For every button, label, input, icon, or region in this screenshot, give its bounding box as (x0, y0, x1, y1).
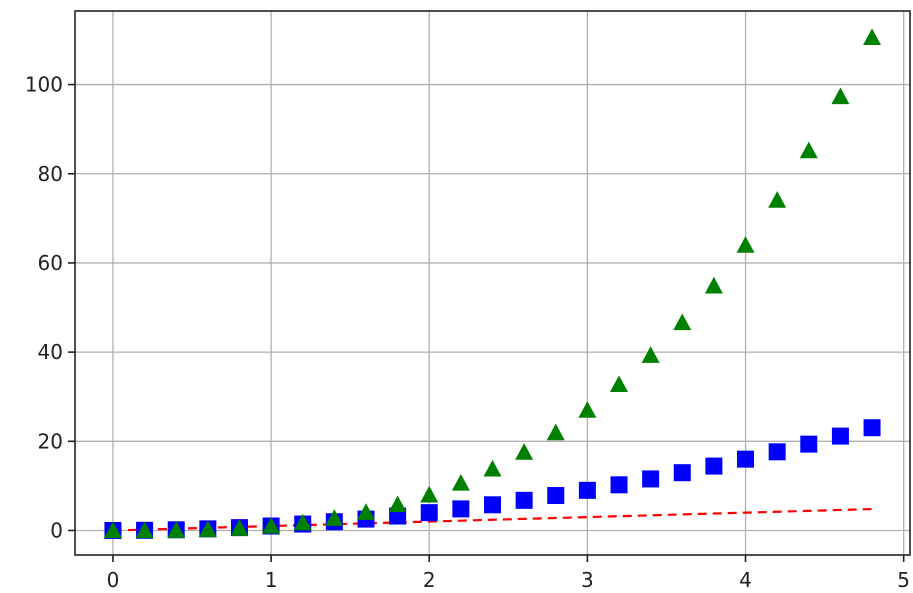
blue-square-point (642, 470, 660, 488)
y-axis: 0 20 40 60 80 100 (25, 73, 75, 542)
blue-square-point (831, 427, 849, 445)
green-triangle-point (515, 443, 534, 460)
blue-square-point (800, 435, 818, 453)
plot-frame (74, 10, 911, 556)
green-triangle-point (578, 401, 597, 418)
series-green-triangles (103, 28, 882, 539)
green-triangle-point (768, 191, 787, 208)
x-tick-label: 2 (423, 568, 436, 592)
blue-square-point (578, 481, 596, 499)
green-triangle-point (610, 375, 629, 393)
green-triangle-point (103, 521, 122, 539)
green-triangle-point (704, 276, 723, 294)
green-triangle-point (325, 509, 344, 526)
green-triangle-point (198, 520, 217, 538)
green-triangle-point (167, 521, 186, 538)
blue-square-point (737, 450, 755, 468)
series-blue-squares (104, 419, 881, 539)
y-tick-label: 60 (38, 251, 63, 275)
blue-square-point (768, 443, 786, 461)
green-triangle-point (230, 519, 249, 536)
x-tick-label: 5 (897, 568, 910, 592)
blue-square-point (705, 457, 723, 475)
green-triangle-point (863, 28, 882, 45)
y-tick-label: 40 (38, 340, 63, 364)
blue-square-point (452, 500, 470, 518)
blue-square-point (484, 496, 501, 514)
y-tick-label: 20 (38, 429, 63, 453)
green-triangle-point (388, 495, 407, 513)
green-triangle-point (483, 459, 502, 477)
green-triangle-point (135, 521, 154, 539)
x-tick-label: 4 (739, 568, 752, 592)
green-triangle-point (799, 141, 818, 159)
blue-square-point (420, 504, 438, 522)
green-triangle-point (736, 236, 755, 253)
green-triangle-point (451, 474, 470, 491)
green-triangle-point (420, 485, 439, 503)
green-triangle-point (293, 513, 312, 531)
blue-square-point (610, 476, 628, 494)
y-tick-label: 0 (50, 518, 63, 542)
y-tick-label: 80 (38, 162, 63, 186)
green-triangle-point (356, 503, 375, 520)
x-tick-label: 0 (107, 568, 120, 592)
green-triangle-point (262, 517, 281, 534)
y-tick-label: 100 (25, 73, 63, 97)
blue-square-point (547, 487, 565, 505)
blue-square-point (515, 491, 533, 509)
blue-square-point (863, 419, 881, 437)
series-layer (103, 28, 882, 539)
x-tick-label: 3 (581, 568, 594, 592)
x-axis: 0 1 2 3 4 5 (107, 555, 910, 592)
blue-square-point (673, 464, 691, 482)
green-triangle-point (673, 313, 692, 331)
green-triangle-point (831, 87, 850, 105)
green-triangle-point (546, 423, 565, 441)
green-triangle-point (641, 346, 660, 363)
x-tick-label: 1 (265, 568, 278, 592)
